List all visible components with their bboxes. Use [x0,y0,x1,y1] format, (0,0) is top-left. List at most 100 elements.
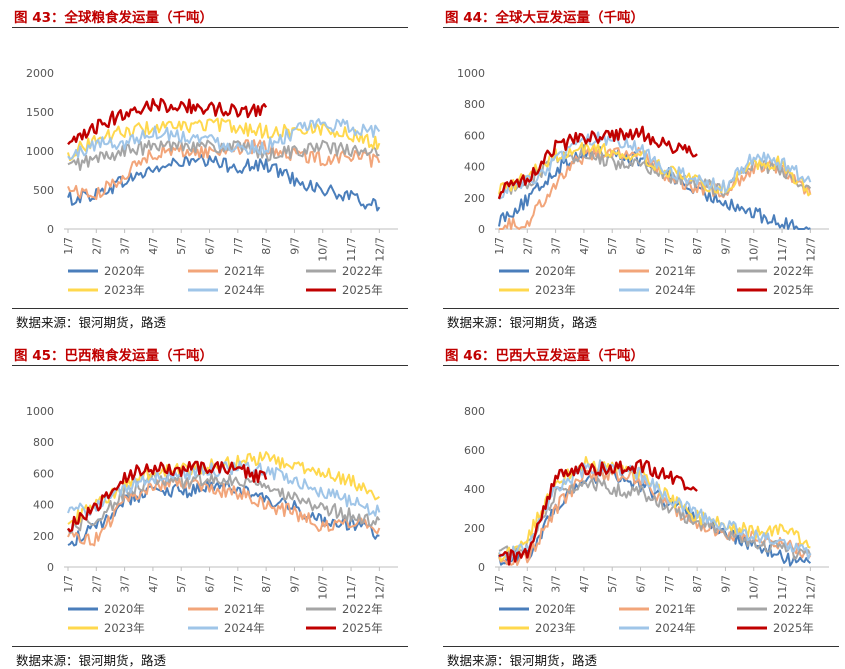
legend-label: 2021年 [224,602,265,616]
legend-label: 2022年 [773,264,814,278]
y-tick-label: 0 [47,561,54,574]
x-tick-label: 4/7 [578,237,591,255]
x-tick-label: 3/7 [119,575,132,593]
panel-global-grain: 图 43：全球粮食发运量（千吨） 0 500 1000 1500 2000 1/7 2/7 3… [6,0,408,330]
series-line [498,459,698,566]
x-tick-label: 10/7 [748,237,761,262]
source-divider [12,308,408,309]
legend-label: 2025年 [342,283,383,297]
y-tick-label: 0 [47,223,54,236]
x-tick-label: 1/7 [62,237,75,255]
legend-label: 2024年 [655,621,696,635]
x-tick-label: 5/7 [175,575,188,593]
legend-label: 2024年 [655,283,696,297]
y-tick-label: 1000 [26,145,54,158]
x-tick-label: 2/7 [90,237,103,255]
y-tick-label: 800 [33,436,54,449]
legend-label: 2023年 [104,621,145,635]
series-line [67,117,381,162]
legend-label: 2021年 [224,264,265,278]
legend-label: 2020年 [104,602,145,616]
y-tick-label: 600 [464,129,485,142]
x-tick-label: 1/7 [493,237,506,255]
y-tick-label: 800 [464,405,485,418]
x-tick-label: 8/7 [260,237,273,255]
x-tick-label: 8/7 [691,575,704,593]
y-tick-label: 200 [33,530,54,543]
panel-title: 图 46：巴西大豆发运量（千吨） [445,348,644,364]
x-tick-label: 5/7 [606,237,619,255]
y-tick-label: 600 [464,444,485,457]
x-tick-label: 11/7 [776,575,789,600]
y-tick-label: 200 [464,522,485,535]
x-tick-label: 3/7 [550,575,563,593]
x-tick-label: 1/7 [493,575,506,593]
x-tick-label: 9/7 [719,237,732,255]
legend-label: 2025年 [773,283,814,297]
y-tick-label: 0 [478,561,485,574]
x-tick-label: 9/7 [288,575,301,593]
chart-brazil-grain: 0 200 400 600 800 1000 1/7 2/7 3/7 4/7 5/7 6/7 7/7 8/… [26,405,398,635]
y-tick-label: 1500 [26,106,54,119]
x-tick-label: 8/7 [691,237,704,255]
y-tick-label: 400 [33,499,54,512]
source-divider [443,646,839,647]
x-tick-label: 12/7 [373,575,386,600]
series-line [498,477,812,560]
legend-label: 2020年 [535,264,576,278]
x-tick-label: 11/7 [345,575,358,600]
series-line [497,125,698,200]
legend-label: 2022年 [342,264,383,278]
chart-brazil-soybean: 0 200 400 600 800 1/7 2/7 3/7 4/7 5/7 6/7 7/7 8/7 9/7… [464,405,829,635]
source-divider [12,646,408,647]
y-tick-label: 2000 [26,67,54,80]
x-tick-label: 11/7 [776,237,789,262]
legend-label: 2023年 [535,283,576,297]
panel-title: 图 44：全球大豆发运量（千吨） [445,10,644,26]
data-source: 数据来源：银河期货，路透 [447,315,598,330]
series-line [67,139,380,171]
x-tick-label: 7/7 [232,237,245,255]
source-divider [443,308,839,309]
x-tick-label: 10/7 [748,575,761,600]
y-tick-label: 400 [464,483,485,496]
x-tick-label: 7/7 [232,575,245,593]
y-tick-label: 200 [464,192,485,205]
x-tick-label: 12/7 [373,237,386,262]
x-tick-label: 5/7 [606,575,619,593]
x-tick-label: 6/7 [635,237,648,255]
x-tick-label: 10/7 [317,237,330,262]
legend-label: 2023年 [104,283,145,297]
legend-label: 2023年 [535,621,576,635]
data-source: 数据来源：银河期货，路透 [16,315,167,330]
legend-label: 2021年 [655,602,696,616]
series-line [67,477,381,547]
x-tick-label: 12/7 [804,237,817,262]
y-tick-label: 500 [33,184,54,197]
x-tick-label: 7/7 [663,237,676,255]
legend-label: 2024年 [224,283,265,297]
legend-label: 2022年 [342,602,383,616]
x-tick-label: 3/7 [550,237,563,255]
legend-label: 2021年 [655,264,696,278]
title-divider [12,365,408,366]
x-tick-label: 9/7 [288,237,301,255]
series-line [67,460,381,517]
x-tick-label: 6/7 [635,575,648,593]
legend-label: 2024年 [224,621,265,635]
x-tick-label: 8/7 [260,575,273,593]
x-tick-label: 4/7 [147,237,160,255]
x-tick-label: 4/7 [578,575,591,593]
title-divider [443,365,839,366]
x-tick-label: 2/7 [90,575,103,593]
legend-label: 2022年 [773,602,814,616]
panel-title: 图 43：全球粮食发运量（千吨） [14,10,213,26]
x-tick-label: 10/7 [317,575,330,600]
legend-label: 2025年 [773,621,814,635]
legend-label: 2025年 [342,621,383,635]
title-divider [443,27,839,28]
y-tick-label: 400 [464,161,485,174]
legend-label: 2020年 [104,264,145,278]
x-tick-label: 6/7 [204,237,217,255]
y-tick-label: 600 [33,467,54,480]
